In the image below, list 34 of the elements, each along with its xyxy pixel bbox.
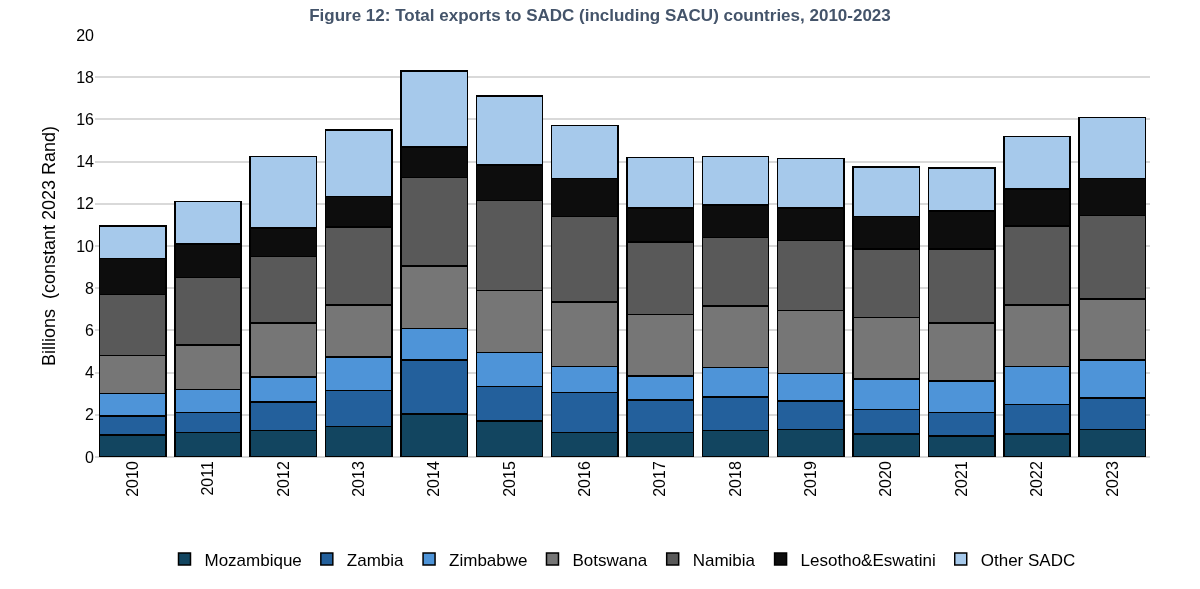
x-tick-label: 2018	[726, 461, 744, 497]
x-tick-label: 2012	[274, 461, 292, 497]
y-axis-title: Billions (constant 2023 Rand)	[39, 125, 60, 367]
x-tick-label: 2011	[199, 461, 217, 496]
x-tick-label: 2020	[877, 461, 895, 497]
chart-title: Figure 12: Total exports to SADC (including SACU) countries, 2010-2023	[309, 5, 891, 25]
y-tick-label: 4	[85, 364, 95, 382]
x-tick-label: 2023	[1103, 461, 1121, 497]
legend-label: Lesotho&Eswatini	[800, 550, 936, 570]
x-tick-label: 2016	[576, 461, 594, 497]
y-tick-label: 10	[76, 237, 95, 255]
x-tick-label: 2021	[952, 461, 970, 497]
y-tick-label: 0	[85, 448, 95, 466]
x-tick-label: 2013	[349, 461, 367, 497]
y-tick-label: 18	[76, 68, 95, 86]
x-tick-label: 2022	[1028, 461, 1046, 497]
x-tick-label: 2017	[651, 461, 669, 497]
legend-label: Namibia	[692, 550, 756, 570]
x-tick-label: 2019	[802, 461, 820, 497]
y-tick-label: 8	[85, 279, 95, 297]
y-tick-label: 20	[76, 26, 95, 44]
y-tick-label: 12	[76, 195, 95, 213]
legend-label: Zambia	[346, 550, 405, 570]
x-tick-label: 2014	[425, 461, 443, 497]
y-tick-label: 6	[85, 322, 95, 339]
legend-label: Botswana	[572, 550, 648, 570]
legend-label: Zimbabwe	[449, 550, 528, 570]
y-tick-label: 2	[85, 406, 95, 424]
legend-label: Other SADC	[980, 550, 1076, 570]
legend-label: Mozambique	[204, 550, 302, 570]
x-tick-label: 2015	[500, 461, 518, 497]
y-tick-label: 14	[76, 153, 95, 171]
y-tick-label: 16	[76, 111, 95, 128]
x-tick-label: 2010	[123, 461, 141, 497]
